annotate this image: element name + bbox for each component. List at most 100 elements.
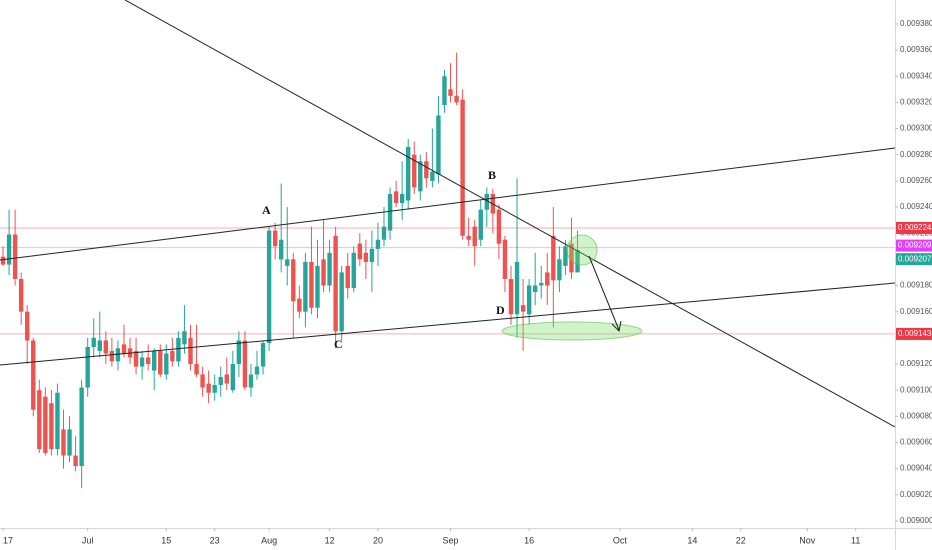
candle-body (61, 429, 66, 456)
y-tick-label: 0.009300 (900, 124, 932, 133)
candle-body (508, 278, 514, 315)
candle-body (520, 305, 526, 312)
candle-body (158, 350, 163, 375)
x-tick-label: Nov (799, 535, 816, 545)
drawings (0, 0, 896, 428)
annotation: B (488, 168, 496, 182)
candle-body (230, 363, 236, 391)
channel-bottom (0, 282, 896, 366)
y-tick-label: 0.009100 (900, 385, 932, 394)
y-tick-label: 0.009060 (900, 438, 932, 447)
x-tick-label: Sep (443, 535, 459, 545)
candle-body (375, 239, 381, 249)
candle-body (248, 374, 254, 388)
candle-body (381, 226, 387, 240)
candle-body (575, 250, 580, 273)
candle-body (303, 261, 308, 312)
price-label-box (896, 239, 932, 252)
y-tick-label: 0.009340 (900, 71, 932, 80)
candle-body (478, 209, 483, 240)
candle-body (369, 248, 375, 262)
candle-body (121, 344, 127, 354)
y-tick-label: 0.009260 (900, 176, 932, 185)
candle-body (460, 99, 465, 236)
candle-body (484, 193, 490, 210)
candle-body (563, 246, 568, 266)
axes: 0.009000 0.009020 0.009040 0.009060 0.009080… (2, 19, 932, 545)
annotation: D (496, 303, 505, 317)
candle-body (285, 259, 290, 266)
candle-body (526, 285, 532, 315)
candle-body (297, 298, 302, 312)
candle-body (351, 252, 356, 289)
arrow (588, 255, 620, 331)
candle-body (272, 230, 278, 247)
candle-body (79, 387, 84, 467)
y-tick-label: 0.009000 (900, 516, 932, 525)
candle-body (0, 256, 6, 265)
candle-body (31, 340, 36, 410)
candle-body (260, 343, 266, 367)
candle-body (37, 390, 42, 450)
candle-body (242, 340, 248, 388)
candle-body (387, 193, 393, 231)
candle-body (424, 161, 429, 179)
candle-body (55, 392, 60, 450)
last-price-box (896, 253, 932, 266)
candle-body (194, 363, 199, 375)
price-label-box (896, 327, 932, 340)
candle-body (218, 377, 223, 385)
candle-body (532, 285, 538, 293)
candle-body (97, 340, 102, 351)
candle-body (224, 374, 229, 384)
candle-body (139, 357, 145, 367)
y-tick-label: 0.009320 (900, 98, 932, 107)
candle-body (266, 230, 272, 344)
candle-body (551, 235, 556, 281)
x-tick-label: 17 (3, 535, 13, 545)
candle-body (345, 265, 350, 289)
candle-body (236, 340, 242, 364)
trend-line (124, 0, 896, 428)
highlight-circle (566, 234, 598, 266)
candle-body (393, 191, 399, 204)
candle-body (206, 383, 211, 393)
candle-body (399, 193, 405, 204)
candle-body (315, 265, 320, 308)
candle-body (418, 161, 423, 192)
price-label: 0.009209 (898, 241, 932, 250)
candle-body (454, 95, 459, 103)
candle-body (333, 235, 338, 332)
candle-body (357, 243, 363, 260)
candle-body (405, 146, 411, 201)
x-tick-label: 11 (851, 535, 860, 545)
candle-body (466, 235, 471, 240)
y-tick-label: 0.009160 (900, 307, 932, 316)
x-tick-label: Aug (261, 535, 277, 545)
candle-body (91, 337, 96, 347)
candle-body (496, 209, 502, 244)
candle-body (164, 353, 169, 375)
candle-body (200, 374, 205, 388)
target-zone (501, 321, 643, 341)
y-tick-label: 0.009280 (900, 150, 932, 159)
candle-body (327, 252, 332, 286)
y-tick-label: 0.009360 (900, 45, 932, 54)
candle-body (152, 350, 157, 371)
candle-body (12, 234, 18, 279)
y-tick-label: 0.009020 (900, 490, 932, 499)
candle-body (212, 384, 217, 393)
x-tick-label: 23 (210, 535, 220, 545)
candle-body (254, 366, 260, 375)
candle-body (188, 337, 193, 364)
y-tick-label: 0.009380 (900, 19, 932, 28)
last-price-label: 0.009207 (898, 254, 932, 263)
candle-body (278, 239, 284, 260)
candle-body (545, 272, 550, 286)
price-label: 0.009224 (898, 223, 932, 232)
candle-body (49, 403, 54, 450)
annotation: C (334, 337, 343, 351)
candle-body (502, 239, 508, 279)
